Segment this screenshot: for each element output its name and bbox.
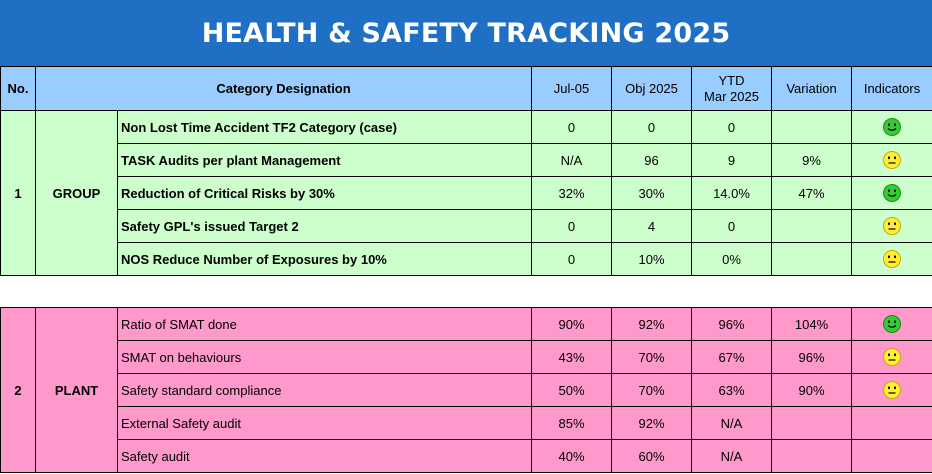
table-row: 2 PLANT Ratio of SMAT done 90% 92% 96% 104%	[0, 307, 932, 473]
category-cell[interactable]: Non Lost Time Accident TF2 Category (cas…	[116, 110, 533, 144]
variation-cell[interactable]	[771, 110, 853, 144]
table-row: 1 GROUP Non Lost Time Accident TF2 Categor…	[0, 110, 932, 276]
indicator-cell[interactable]	[851, 307, 932, 341]
yellow-neutral-icon	[882, 348, 902, 366]
category-cell[interactable]: Safety GPL's issued Target 2	[116, 209, 533, 243]
group-number-cell[interactable]: 2	[0, 307, 36, 473]
yellow-neutral-icon	[882, 217, 902, 235]
indicator-cell[interactable]	[851, 110, 932, 144]
ytd-cell[interactable]: 67%	[691, 340, 773, 374]
table-row: SMAT on behaviours 43% 70% 67% 96%	[1, 340, 932, 374]
jul-cell[interactable]: 85%	[531, 406, 613, 440]
header-category[interactable]: Category Designation	[34, 66, 533, 111]
jul-cell[interactable]: 0	[531, 209, 613, 243]
indicator-cell[interactable]	[851, 406, 932, 440]
ytd-cell[interactable]: 0%	[691, 242, 773, 276]
header-ytd-line2: Mar 2025	[704, 88, 759, 104]
header-indicators[interactable]: Indicators	[851, 66, 932, 111]
tracking-table: No. Category Designation Jul-05 Obj 2025…	[0, 66, 932, 473]
obj-cell[interactable]: 70%	[611, 340, 693, 374]
obj-cell[interactable]: 92%	[611, 307, 693, 341]
indicator-cell[interactable]	[851, 439, 932, 473]
table-row: Safety audit 40% 60% N/A	[1, 439, 932, 473]
category-cell[interactable]: NOS Reduce Number of Exposures by 10%	[116, 242, 533, 276]
indicator-cell[interactable]	[851, 340, 932, 374]
ytd-cell[interactable]: 96%	[691, 307, 773, 341]
separator-cell[interactable]	[0, 275, 932, 308]
obj-cell[interactable]: 60%	[611, 439, 693, 473]
variation-cell[interactable]: 90%	[771, 373, 853, 407]
group-name-cell[interactable]: PLANT	[35, 307, 118, 473]
ytd-cell[interactable]: N/A	[691, 406, 773, 440]
ytd-cell[interactable]: 63%	[691, 373, 773, 407]
obj-cell[interactable]: 10%	[611, 242, 693, 276]
variation-cell[interactable]: 47%	[771, 176, 853, 210]
header-row: No. Category Designation Jul-05 Obj 2025…	[0, 66, 932, 111]
indicator-cell[interactable]	[851, 373, 932, 407]
jul-cell[interactable]: 0	[531, 242, 613, 276]
obj-cell[interactable]: 30%	[611, 176, 693, 210]
header-obj[interactable]: Obj 2025	[611, 66, 693, 111]
obj-cell[interactable]: 0	[611, 110, 693, 144]
indicator-cell[interactable]	[851, 176, 932, 210]
green-smiley-icon	[882, 118, 902, 136]
variation-cell[interactable]	[771, 439, 853, 473]
obj-cell[interactable]: 92%	[611, 406, 693, 440]
green-smiley-icon	[882, 184, 902, 202]
yellow-neutral-icon	[882, 151, 902, 169]
jul-cell[interactable]: 32%	[531, 176, 613, 210]
header-ytd[interactable]: YTD Mar 2025	[691, 66, 773, 111]
group-name-cell[interactable]: GROUP	[35, 110, 118, 276]
jul-cell[interactable]: 50%	[531, 373, 613, 407]
category-cell[interactable]: External Safety audit	[116, 406, 533, 440]
header-variation[interactable]: Variation	[771, 66, 853, 111]
category-cell[interactable]: TASK Audits per plant Management	[116, 143, 533, 177]
indicator-cell[interactable]	[851, 242, 932, 276]
table-row: NOS Reduce Number of Exposures by 10% 0 10…	[1, 242, 932, 276]
variation-cell[interactable]: 96%	[771, 340, 853, 374]
ytd-cell[interactable]: 0	[691, 110, 773, 144]
jul-cell[interactable]: 40%	[531, 439, 613, 473]
separator-row	[0, 275, 932, 308]
sheet-title[interactable]: HEALTH & SAFETY TRACKING 2025	[0, 0, 932, 66]
jul-cell[interactable]: 0	[531, 110, 613, 144]
category-cell[interactable]: Safety standard compliance	[116, 373, 533, 407]
variation-cell[interactable]	[771, 242, 853, 276]
green-smiley-icon	[882, 315, 902, 333]
category-cell[interactable]: SMAT on behaviours	[116, 340, 533, 374]
header-ytd-line1: YTD	[718, 72, 745, 88]
ytd-cell[interactable]: 0	[691, 209, 773, 243]
header-no[interactable]: No.	[0, 66, 36, 111]
category-cell[interactable]: Reduction of Critical Risks by 30%	[116, 176, 533, 210]
variation-cell[interactable]: 9%	[771, 143, 853, 177]
jul-cell[interactable]: N/A	[531, 143, 613, 177]
indicator-cell[interactable]	[851, 143, 932, 177]
variation-cell[interactable]	[771, 406, 853, 440]
group-number-cell[interactable]: 1	[0, 110, 36, 276]
ytd-cell[interactable]: 14.0%	[691, 176, 773, 210]
header-jul[interactable]: Jul-05	[531, 66, 613, 111]
ytd-cell[interactable]: N/A	[691, 439, 773, 473]
jul-cell[interactable]: 90%	[531, 307, 613, 341]
category-cell[interactable]: Ratio of SMAT done	[116, 307, 533, 341]
table-row: External Safety audit 85% 92% N/A	[1, 406, 932, 440]
jul-cell[interactable]: 43%	[531, 340, 613, 374]
indicator-cell[interactable]	[851, 209, 932, 243]
obj-cell[interactable]: 4	[611, 209, 693, 243]
variation-cell[interactable]: 104%	[771, 307, 853, 341]
variation-cell[interactable]	[771, 209, 853, 243]
table-row: TASK Audits per plant Management N/A 96 9 9%	[1, 143, 932, 177]
category-cell[interactable]: Safety audit	[116, 439, 533, 473]
obj-cell[interactable]: 70%	[611, 373, 693, 407]
obj-cell[interactable]: 96	[611, 143, 693, 177]
yellow-neutral-icon	[882, 250, 902, 268]
table-row: Reduction of Critical Risks by 30% 32% 30%…	[1, 176, 932, 210]
ytd-cell[interactable]: 9	[691, 143, 773, 177]
yellow-neutral-icon	[882, 381, 902, 399]
table-row: Safety standard compliance 50% 70% 63% 90%	[1, 373, 932, 407]
